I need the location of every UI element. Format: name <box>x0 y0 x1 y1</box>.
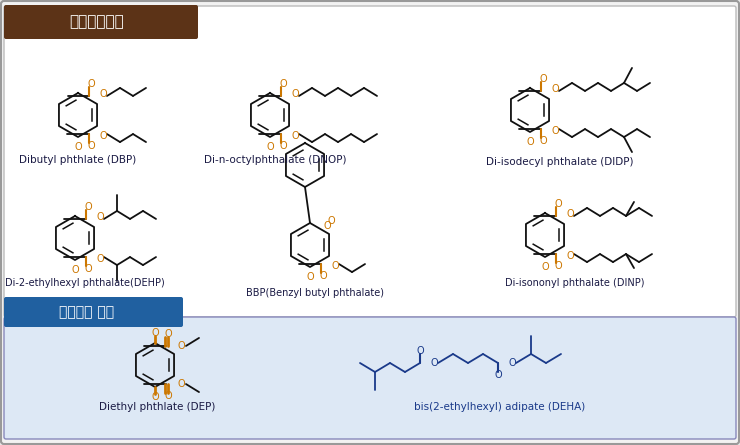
Text: Di-n-octylphthalate (DNOP): Di-n-octylphthalate (DNOP) <box>204 155 346 165</box>
FancyBboxPatch shape <box>4 297 183 327</box>
Text: O: O <box>319 271 327 281</box>
Text: O: O <box>539 74 547 84</box>
Text: O: O <box>327 216 334 226</box>
Text: O: O <box>177 379 185 389</box>
Text: O: O <box>291 89 299 99</box>
Text: bis(2-ethylhexyl) adipate (DEHA): bis(2-ethylhexyl) adipate (DEHA) <box>414 402 585 412</box>
Text: O: O <box>87 141 95 151</box>
Text: Di-2-ethylhexyl phthalate(DEHP): Di-2-ethylhexyl phthalate(DEHP) <box>5 278 165 288</box>
Text: O: O <box>306 272 314 282</box>
Text: Diethyl phthlate (DEP): Diethyl phthlate (DEP) <box>99 402 215 412</box>
FancyBboxPatch shape <box>4 317 736 439</box>
Text: O: O <box>151 392 159 402</box>
Text: O: O <box>84 264 92 274</box>
Text: O: O <box>539 136 547 146</box>
Text: O: O <box>266 142 274 152</box>
Text: Di-isononyl phthalate (DINP): Di-isononyl phthalate (DINP) <box>505 278 645 288</box>
Text: O: O <box>430 358 438 368</box>
Text: O: O <box>84 202 92 212</box>
Text: O: O <box>554 261 562 271</box>
Text: O: O <box>164 391 172 401</box>
Text: O: O <box>279 79 287 89</box>
Text: O: O <box>541 262 549 272</box>
FancyBboxPatch shape <box>4 5 198 39</box>
Text: O: O <box>566 251 574 261</box>
Text: O: O <box>96 212 104 222</box>
Text: O: O <box>526 137 534 147</box>
Text: O: O <box>551 84 559 94</box>
Text: O: O <box>99 131 107 141</box>
Text: O: O <box>323 221 331 231</box>
Text: O: O <box>177 341 185 351</box>
Text: Di-isodecyl phthalate (DIDP): Di-isodecyl phthalate (DIDP) <box>486 157 633 167</box>
Text: O: O <box>291 131 299 141</box>
Text: O: O <box>87 79 95 89</box>
Text: O: O <box>416 346 424 356</box>
Text: O: O <box>494 370 502 380</box>
Text: O: O <box>151 328 159 338</box>
Text: O: O <box>566 209 574 219</box>
FancyBboxPatch shape <box>4 6 736 317</box>
Text: O: O <box>99 89 107 99</box>
Text: O: O <box>279 141 287 151</box>
Text: O: O <box>71 265 79 275</box>
Text: BBP(Benzyl butyl phthalate): BBP(Benzyl butyl phthalate) <box>246 288 384 298</box>
Text: O: O <box>96 254 104 264</box>
Text: Dibutyl phthlate (DBP): Dibutyl phthlate (DBP) <box>19 155 137 165</box>
Text: 모니터링 항목: 모니터링 항목 <box>59 305 115 319</box>
Text: O: O <box>332 261 339 271</box>
Text: 정밀조사항목: 정밀조사항목 <box>70 15 124 29</box>
Text: O: O <box>554 199 562 209</box>
Text: O: O <box>551 126 559 136</box>
Text: O: O <box>74 142 82 152</box>
Text: O: O <box>164 329 172 339</box>
Text: O: O <box>508 358 516 368</box>
